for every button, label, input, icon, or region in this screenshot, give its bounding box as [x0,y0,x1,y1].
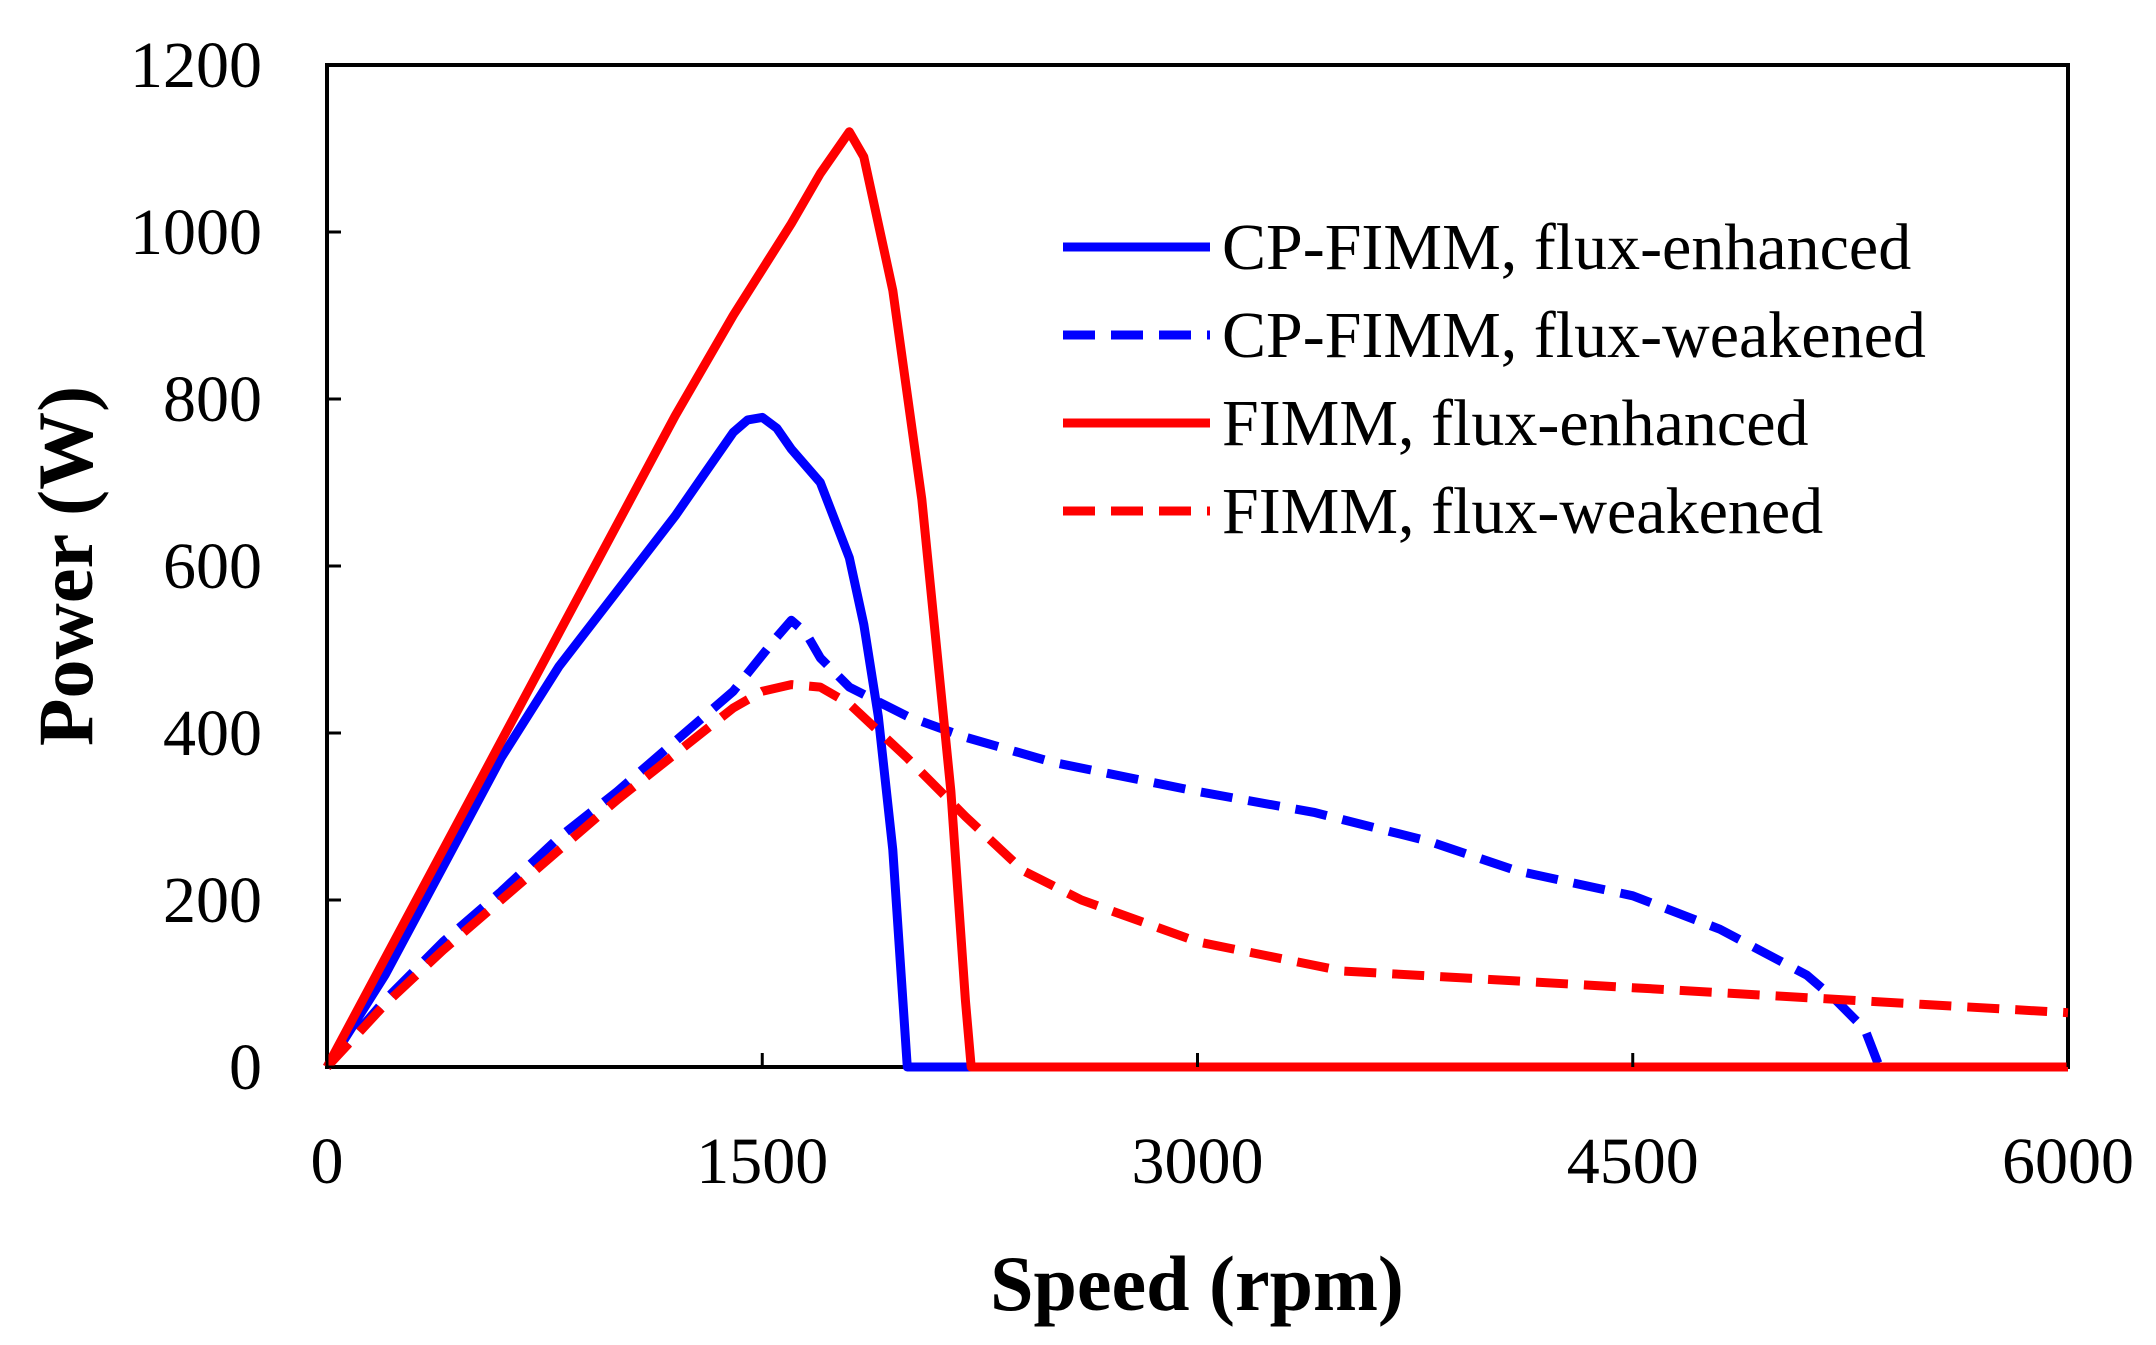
x-tick-label: 3000 [1132,1125,1264,1198]
x-tick-label: 4500 [1567,1125,1699,1198]
y-tick-label: 600 [163,530,262,603]
legend-label-1: CP-FIMM, flux-enhanced [1222,211,1911,284]
x-tick-label: 6000 [2002,1125,2134,1198]
y-tick-label: 1200 [130,29,262,102]
y-tick-label: 1000 [130,196,262,269]
y-tick-label: 200 [163,864,262,937]
legend-label-4: FIMM, flux-weakened [1222,475,1823,548]
y-axis-title: Power (W) [22,386,109,746]
series-line-3 [323,127,2068,1072]
legend-label-2: CP-FIMM, flux-weakened [1222,299,1926,372]
y-tick-label: 0 [229,1031,262,1104]
series-line-4 [323,680,2069,1071]
x-axis-title: Speed (rpm) [990,1240,1404,1327]
legend-label-3: FIMM, flux-enhanced [1222,387,1809,460]
ticks-layer: 0 1500 3000 4500 6000 0 200 400 600 800 1000 1200 [130,29,2134,1198]
x-tick-label: 1500 [696,1125,828,1198]
series-line-2 [323,615,1884,1070]
series-layer [323,127,2069,1072]
y-tick-label: 400 [163,697,262,770]
series-line-1 [323,412,2068,1072]
legend: CP-FIMM, flux-enhanced CP-FIMM, flux-weak… [1063,211,1926,548]
y-tick-label: 800 [163,363,262,436]
x-tick-label: 0 [311,1125,344,1198]
